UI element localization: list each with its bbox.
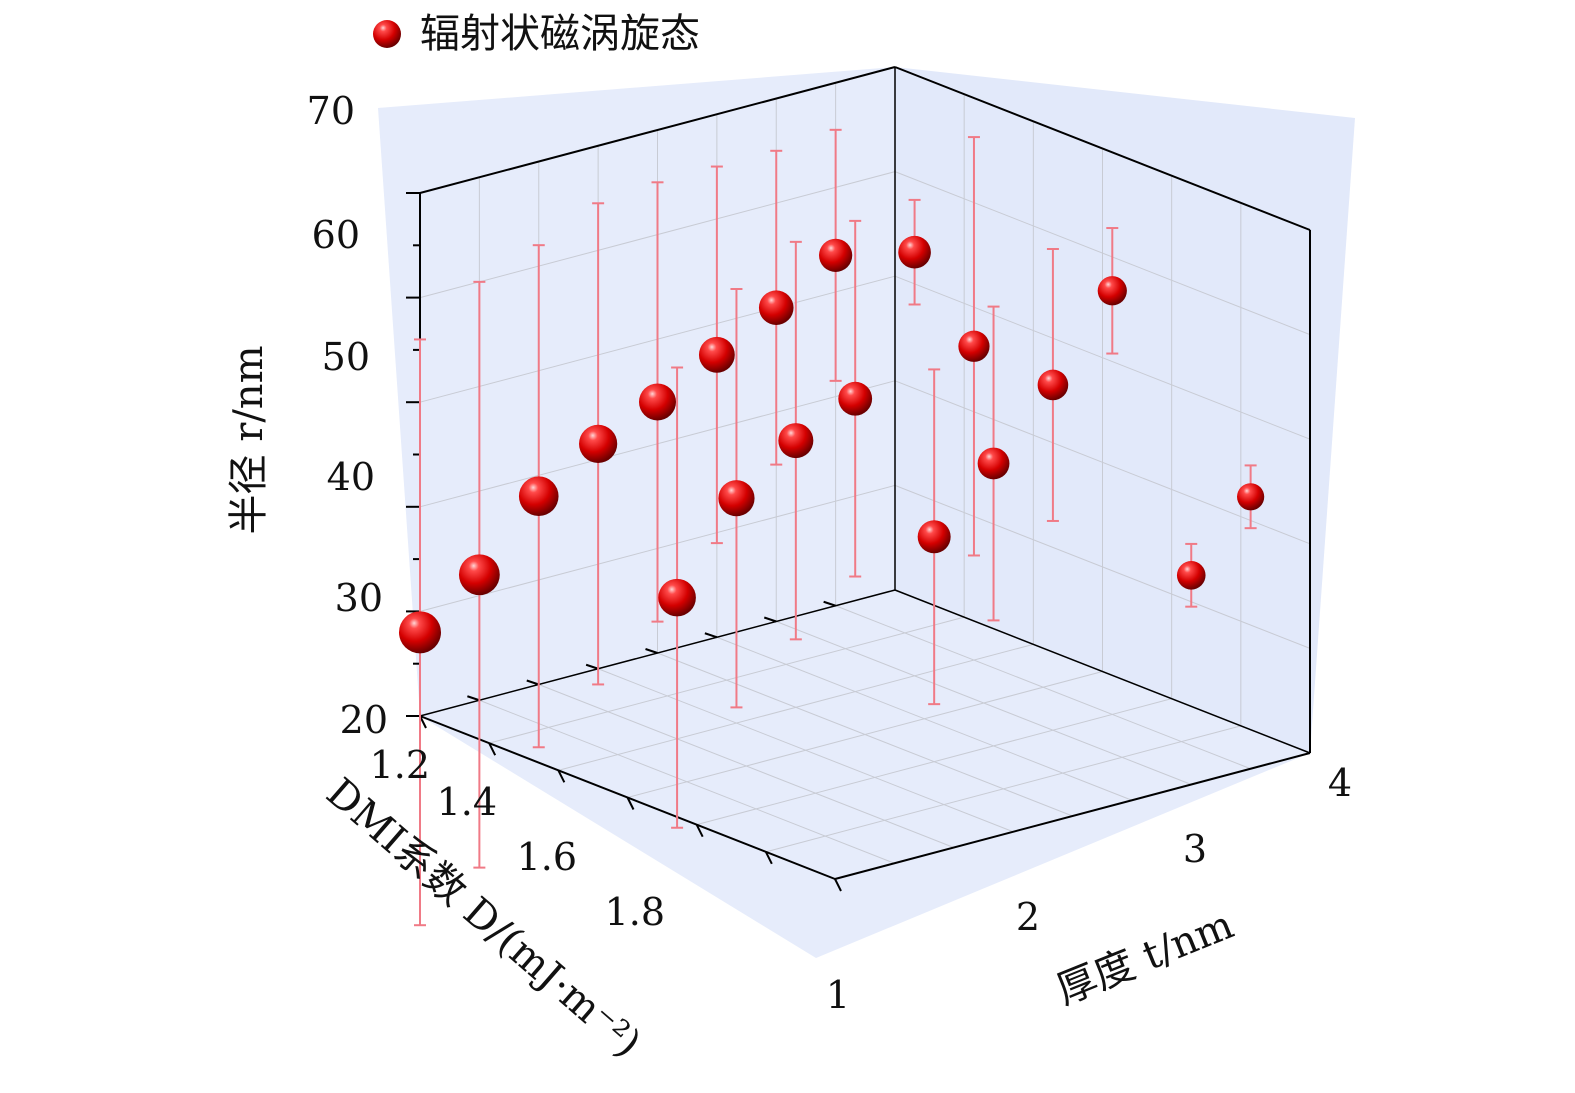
d-tick: [467, 695, 480, 702]
z-axis-title: 半径 r/nm: [226, 345, 272, 534]
z-tick-label: 50: [322, 335, 370, 379]
z-tick-label: 40: [327, 455, 375, 499]
d-tick: [823, 600, 836, 607]
grid-line: [558, 643, 1034, 771]
z-tick-label: 20: [340, 698, 388, 742]
t-tick: [695, 824, 704, 838]
data-point: [579, 424, 618, 463]
z-tick-label: 60: [312, 213, 360, 257]
d-tick: [645, 648, 658, 654]
data-point: [1176, 561, 1206, 590]
data-point: [698, 336, 735, 373]
legend-label: 辐射状磁涡旋态: [420, 11, 700, 57]
t-tick-label: 4: [1328, 761, 1352, 805]
frame-edge: [419, 66, 896, 194]
t-tick-label: 3: [1183, 827, 1207, 871]
data-point: [658, 578, 696, 617]
axis-ticks: [406, 192, 842, 892]
t-tick: [764, 851, 773, 865]
data-point: [518, 476, 559, 517]
data-point: [639, 383, 676, 421]
t-tick-labels: 1 2 3 4: [826, 761, 1352, 1017]
data-point: [458, 554, 500, 596]
z-tick-label: 30: [335, 576, 383, 620]
z-tick-label: 70: [307, 89, 355, 133]
data-point: [819, 238, 853, 272]
data-point: [958, 330, 990, 362]
d-tick-label: 1.6: [517, 835, 577, 879]
legend-marker: [373, 20, 401, 48]
grid-line: [696, 698, 1172, 826]
d-tick: [704, 632, 718, 639]
back-pane-right: [895, 67, 1355, 753]
frame-edge: [894, 589, 1311, 754]
t-axis-title: 厚度 t/nm: [1050, 902, 1240, 1014]
t-tick: [488, 742, 497, 756]
data-point: [1037, 369, 1069, 401]
grid-line: [627, 671, 1103, 798]
grid-line: [489, 616, 965, 744]
t-tick: [834, 878, 842, 892]
d-tick-labels: 1.2 1.4 1.6 1.8: [370, 743, 665, 934]
data-point: [898, 235, 931, 269]
back-pane-left: [378, 67, 895, 716]
data-point: [718, 480, 755, 517]
data-points: [399, 235, 1265, 654]
legend: 辐射状磁涡旋态: [373, 11, 700, 57]
t-tick: [557, 769, 566, 783]
frame-edge: [894, 66, 1311, 231]
data-point: [917, 520, 951, 554]
data-point: [1237, 483, 1265, 511]
data-point: [758, 290, 794, 326]
frame-edge: [834, 752, 1311, 880]
data-point: [778, 423, 814, 459]
z-tick-labels: 20 30 40 50 60 70: [307, 89, 388, 742]
data-point: [977, 447, 1010, 480]
data-point: [838, 381, 873, 416]
t-tick-label: 2: [1016, 895, 1040, 939]
d-tick-label: 1.8: [605, 890, 665, 934]
t-tick-label: 1: [826, 973, 850, 1017]
data-point: [399, 611, 441, 654]
d-tick-label: 1.4: [437, 780, 497, 824]
d-tick: [763, 616, 777, 623]
d-tick: [526, 679, 540, 686]
data-point: [1097, 276, 1127, 306]
grid-line: [765, 725, 1241, 853]
t-tick: [626, 797, 635, 810]
d-tick: [585, 663, 599, 670]
d-tick-label: 1.2: [370, 743, 430, 787]
